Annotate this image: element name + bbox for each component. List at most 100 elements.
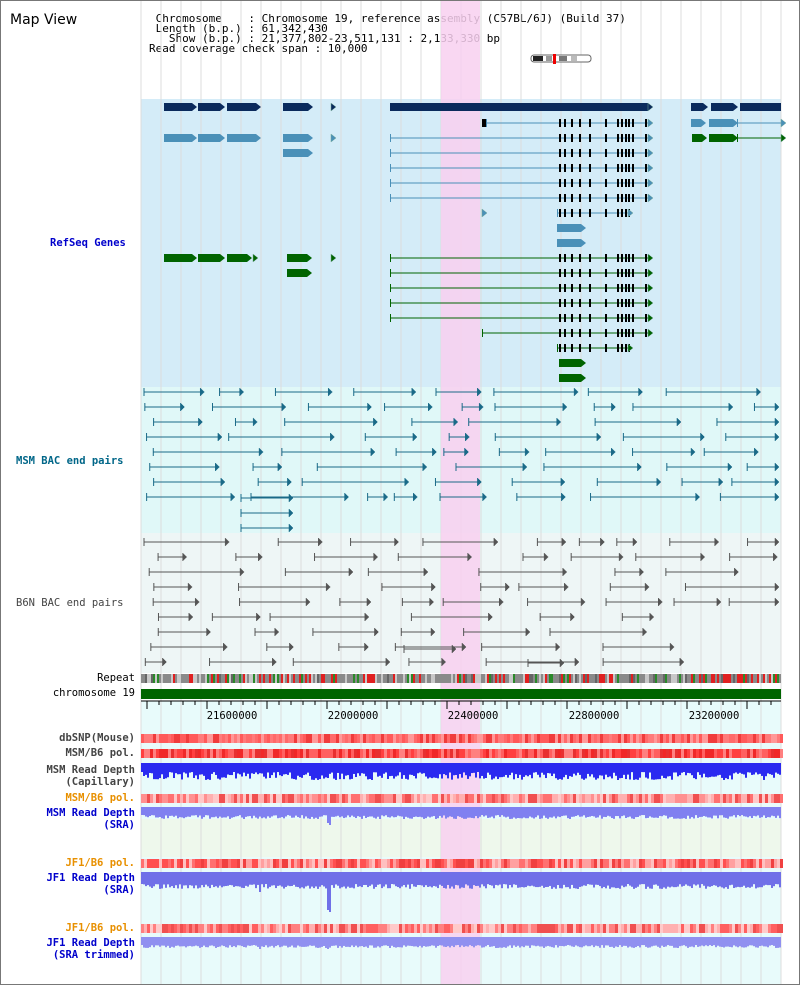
msm-depth-capillary-bar [717,763,719,776]
msm-b6-pol-sra-cell [489,794,492,803]
jf1-b6-pol-trim-cell [171,924,174,933]
msm-depth-capillary-bar [403,763,405,776]
jf1-depth-trim-bar [659,937,661,948]
transcript-exon [571,194,573,202]
jf1-depth-trim-bar [515,937,517,947]
gene-strand-arrow [307,269,312,277]
repeat-element [733,674,735,683]
jf1-depth-trim-bar [619,937,621,946]
dbsnp-cell [186,734,189,743]
jf1-depth-sra-bar [487,872,489,885]
jf1-b6-pol-trim-cell [387,924,390,933]
dbsnp-cell [471,734,474,743]
transcript-exon [632,314,634,322]
msm-b6-pol-cell [615,749,618,758]
transcript-exon [645,164,647,172]
dbsnp-cell [633,734,636,743]
jf1-b6-pol-trim-cell [408,924,411,933]
msm-depth-capillary-bar [291,763,293,779]
msm-bac-pair-arrow [524,447,530,457]
transcript-exon [625,134,627,142]
msm-bac-pair-arrow [756,387,761,397]
dbsnp-label[interactable]: dbSNP(Mouse) [59,732,135,744]
msm-depth-capillary-bar [591,763,593,775]
repeat-element [617,674,619,683]
dbsnp-cell [567,734,570,743]
msm-b6-pol-cell [729,749,732,758]
msm-depth-capillary-bar [421,763,423,774]
msm-depth-sra-bar [165,807,167,816]
msm-depth-capillary-bar [749,763,751,773]
jf1-depth-sra-bar [641,872,643,885]
jf1-depth-sra-bar [529,872,531,887]
jf1-depth-trim-bar [699,937,701,947]
msm-depth-capillary-bar [169,763,171,773]
jf1-depth-sra-bar [157,872,159,885]
dbsnp-cell [726,734,729,743]
dbsnp-cell [765,734,768,743]
jf1-depth-sra-bar [637,872,639,887]
jf1-b6-pol-trim-cell [750,924,753,933]
gene-strand-arrow [192,103,197,111]
jf1-b6-pol-trim-cell [186,924,189,933]
msm-depth-capillary-bar [633,763,635,780]
msm-b6-pol-sra-cell [675,794,678,803]
repeat-element [293,674,295,683]
jf1-b6-pol-trim-label[interactable]: JF1/B6 pol. [65,922,135,934]
jf1-depth-sra-bar [479,872,481,888]
jf1-depth-trim-bar [271,937,273,946]
msm-depth-sra-bar [303,807,305,819]
transcript-exon [564,314,566,322]
msm-b6-pol-cell [237,749,240,758]
jf1-read-depth-trim-label[interactable]: JF1 Read Depth [46,937,135,949]
jf1-depth-sra-bar [225,872,227,887]
jf1-b6-pol-cell [339,859,342,868]
dbsnp-cell [300,734,303,743]
msm-bac-pair-arrow [413,492,418,502]
msm-b6-pol-sra-cell [768,794,771,803]
msm-depth-sra-bar [345,807,347,818]
jf1-depth-trim-bar [777,937,779,948]
msm-b6-pol-cell [144,749,147,758]
msm-bac-pair-arrow [412,432,418,442]
msm-b6-pol-label[interactable]: MSM/B6 pol. [65,747,135,759]
jf1-depth-sra-bar [725,872,727,888]
b6n-bac-end-pairs-label[interactable]: B6N BAC end pairs [16,597,124,609]
msm-b6-pol-cell [153,749,156,758]
msm-depth-capillary-bar [193,763,195,778]
msm-depth-capillary-bar [187,763,189,778]
jf1-b6-pol-trim-cell [564,924,567,933]
msm-b6-pol-sra-cell [639,794,642,803]
msm-read-depth-capillary-sub: (Capillary) [65,776,135,788]
msm-bac-end-pairs-label[interactable]: MSM BAC end pairs [16,455,124,467]
transcript-exon [571,344,573,352]
msm-depth-capillary-bar [399,763,401,773]
msm-depth-sra-bar [289,807,291,816]
refseq-genes-label[interactable]: RefSeq Genes [50,237,126,249]
msm-depth-capillary-bar [759,763,761,774]
repeat-element [313,674,315,683]
msm-b6-pol-cell [309,749,312,758]
msm-b6-pol-cell [594,749,597,758]
msm-b6-pol-sra-label[interactable]: MSM/B6 pol. [65,792,135,804]
msm-depth-sra-bar [743,807,745,817]
jf1-depth-sra-bar [185,872,187,886]
msm-b6-pol-cell [720,749,723,758]
jf1-b6-pol-label[interactable]: JF1/B6 pol. [65,857,135,869]
jf1-depth-sra-bar [423,872,425,888]
dbsnp-cell [714,734,717,743]
msm-read-depth-capillary-label[interactable]: MSM Read Depth [46,764,135,776]
msm-depth-capillary-bar [589,763,591,777]
jf1-b6-pol-trim-cell [201,924,204,933]
jf1-read-depth-sra-label[interactable]: JF1 Read Depth [46,872,135,884]
msm-b6-pol-sra-cell [714,794,717,803]
msm-read-depth-sra-label[interactable]: MSM Read Depth [46,807,135,819]
jf1-depth-sra-bar [503,872,505,885]
jf1-b6-pol-cell [708,859,711,868]
chromosome-label: chromosome 19 [52,687,135,699]
transcript-exon [571,134,573,142]
msm-depth-capillary-bar [191,763,193,773]
jf1-depth-sra-bar [559,872,561,889]
repeat-element [765,674,767,683]
